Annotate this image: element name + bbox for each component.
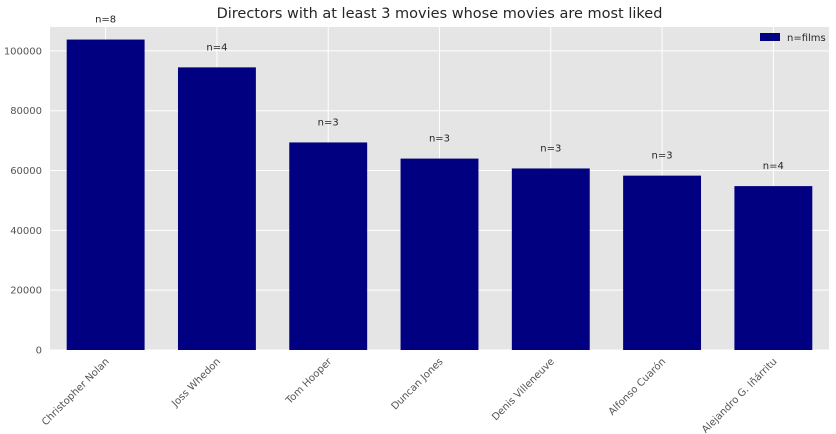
bar-annotation: n=3	[540, 143, 561, 154]
bar-annotation: n=4	[763, 161, 784, 172]
y-tick-label: 100000	[4, 46, 42, 57]
x-tick-label: Christopher Nolan	[40, 356, 112, 428]
y-tick-label: 0	[36, 346, 42, 357]
y-tick-label: 40000	[10, 226, 42, 237]
legend-label: n=films	[787, 33, 826, 44]
bars	[66, 39, 813, 351]
bar-annotation: n=3	[652, 151, 673, 162]
x-tick-label: Alfonso Cuarón	[606, 356, 668, 418]
x-tick-label: Joss Whedon	[169, 356, 223, 410]
bar-annotation: n=3	[429, 134, 450, 145]
y-axis-ticks: 0 20000 40000 60000 80000 100000	[4, 46, 42, 356]
bar-annotation: n=3	[318, 117, 339, 128]
x-tick-label: Denis Villeneuve	[490, 356, 557, 423]
bar-annotation: n=8	[95, 15, 116, 26]
x-tick-label: Duncan Jones	[390, 356, 446, 412]
legend-swatch	[760, 33, 780, 41]
bar	[400, 158, 479, 350]
legend: n=films	[760, 33, 826, 44]
x-tick-label: Tom Hooper	[284, 356, 335, 407]
x-axis-ticks: Christopher Nolan Joss Whedon Tom Hooper Du…	[40, 356, 779, 434]
y-tick-label: 60000	[10, 166, 42, 177]
y-tick-label: 20000	[10, 286, 42, 297]
bar	[623, 175, 702, 350]
bar-annotations: n=8 n=4 n=3 n=3 n=3 n=3 n=4	[95, 15, 784, 173]
chart-title: Directors with at least 3 movies whose m…	[217, 6, 663, 22]
bar	[177, 67, 256, 350]
y-tick-label: 80000	[10, 106, 42, 117]
x-tick-label: Alejandro G. Iñárritu	[699, 356, 779, 434]
bar	[289, 142, 368, 350]
bar-annotation: n=4	[206, 42, 227, 53]
bar	[734, 186, 813, 350]
bar	[66, 39, 145, 351]
bar	[511, 168, 590, 350]
